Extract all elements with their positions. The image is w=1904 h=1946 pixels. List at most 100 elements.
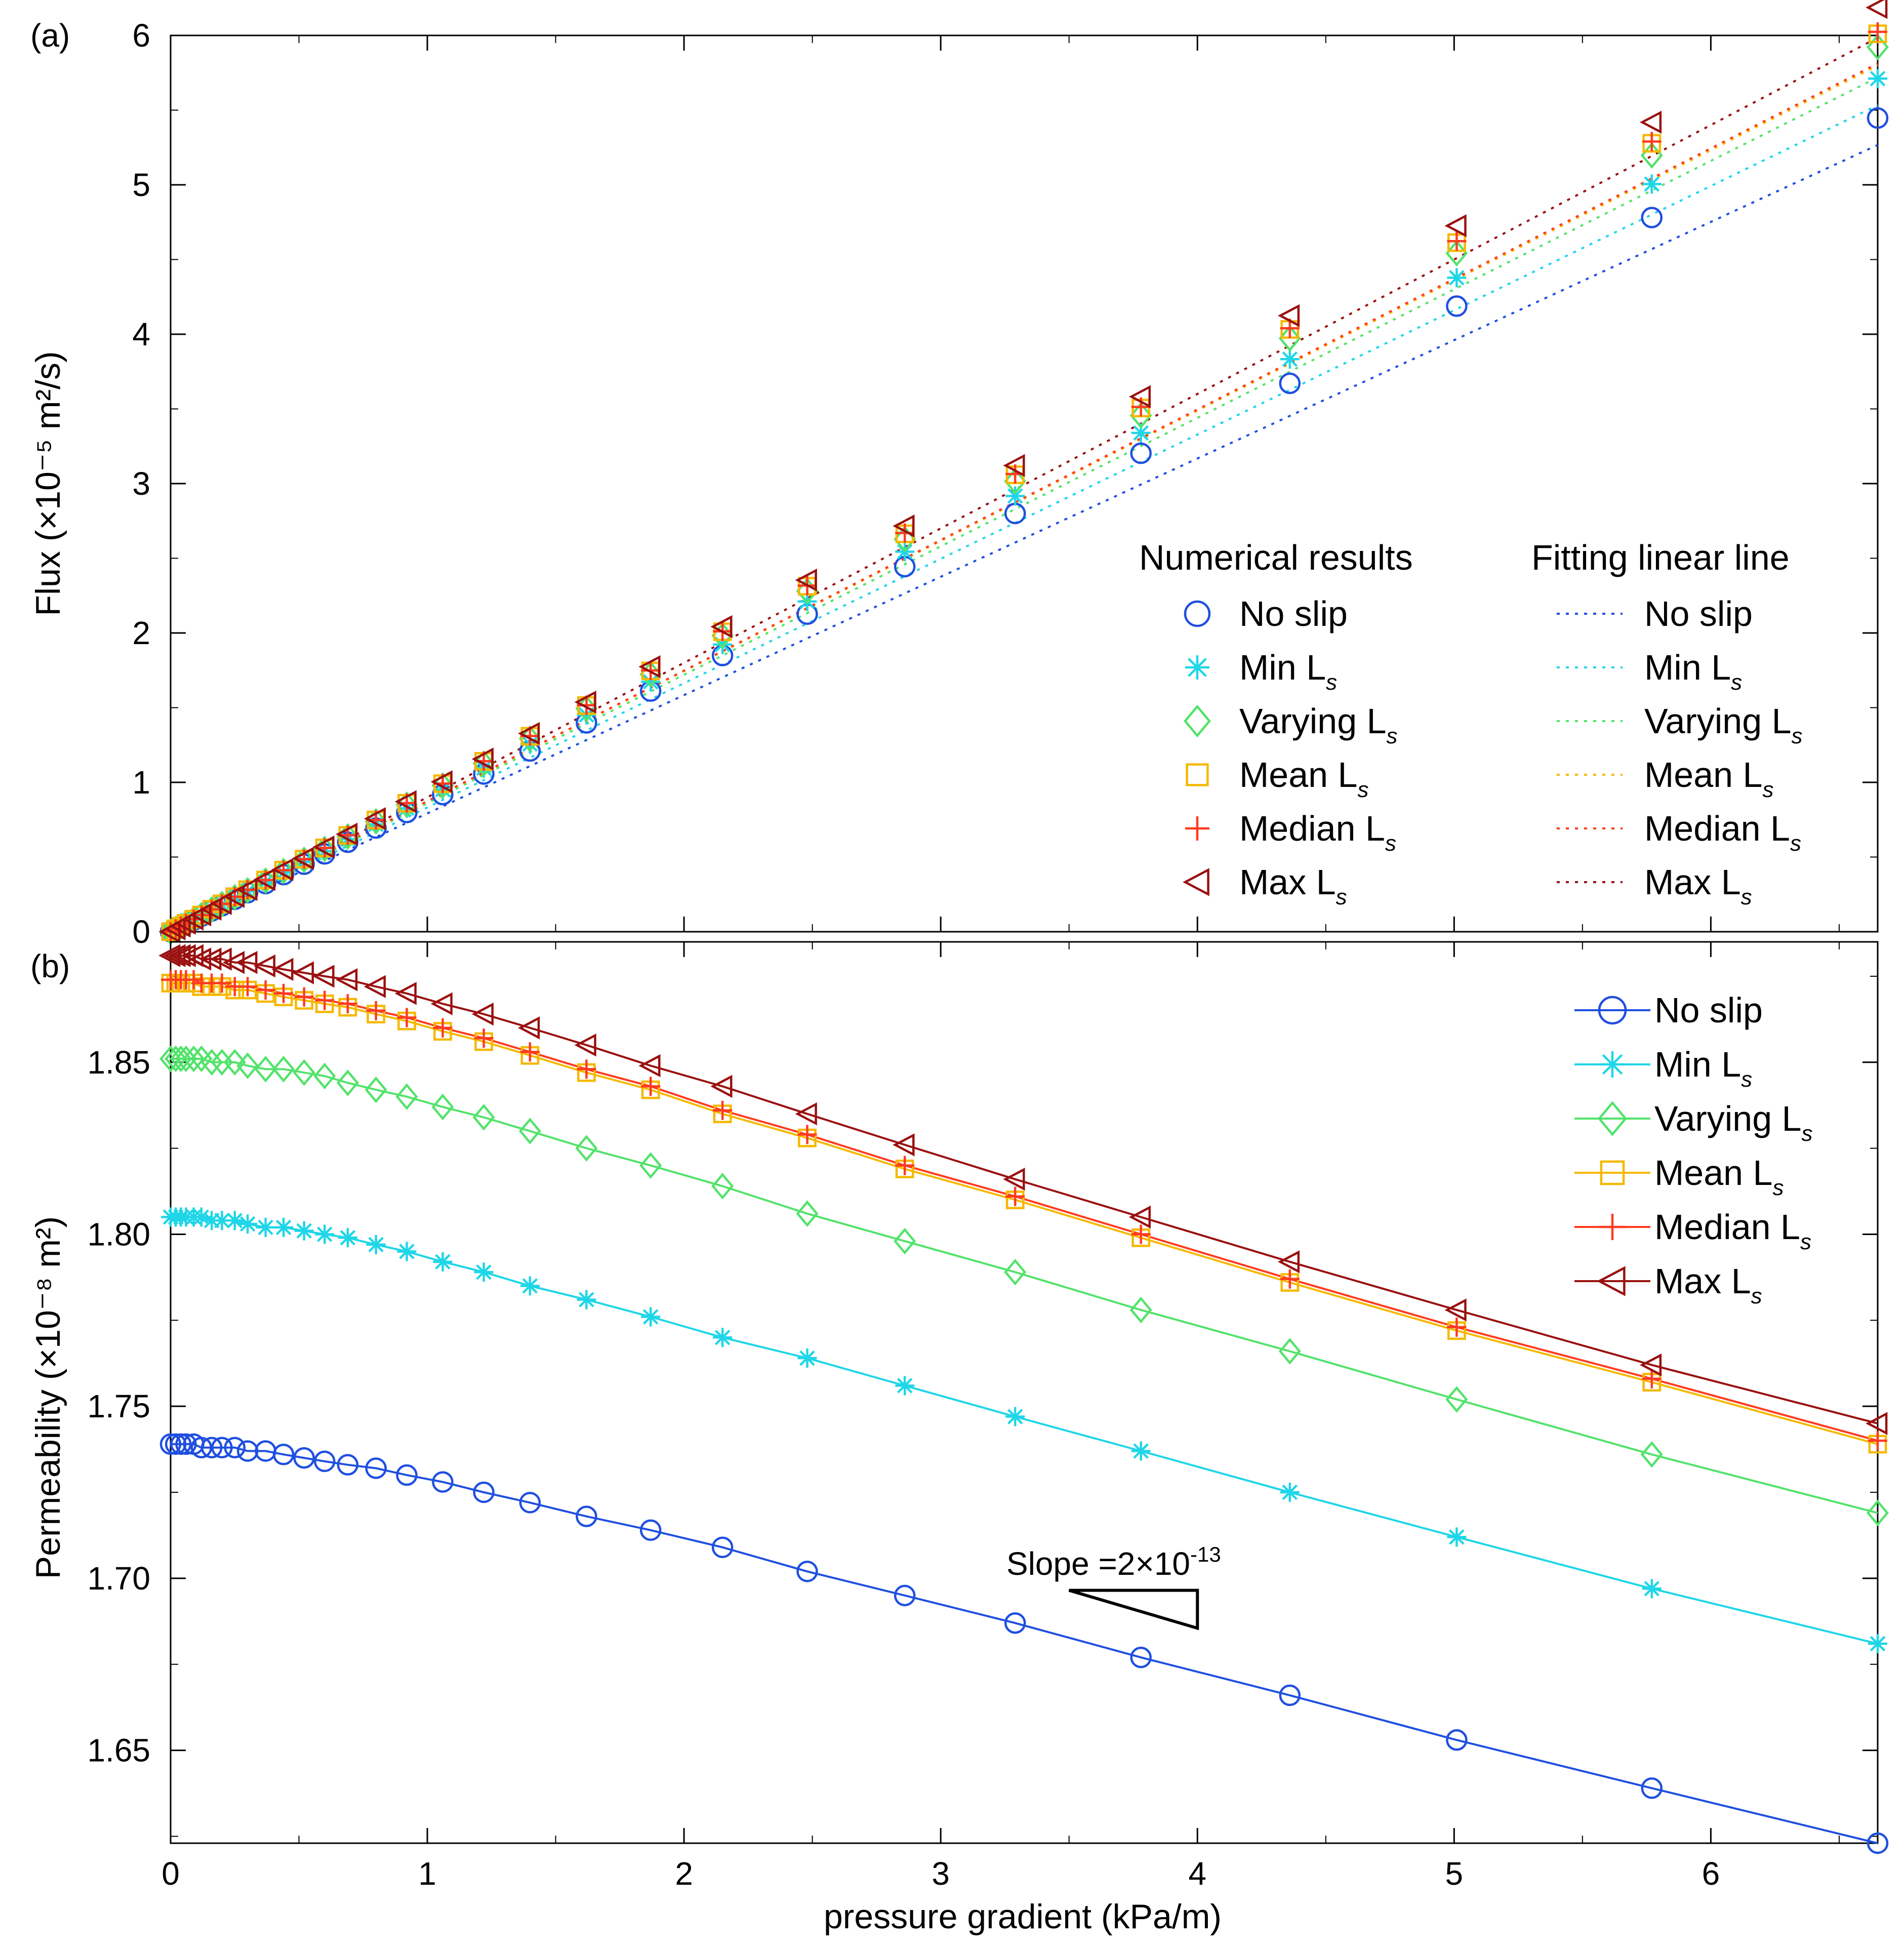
permeability-legend-label-no_slip-main: No slip xyxy=(1654,990,1763,1030)
permeability-point-no_slip xyxy=(473,1481,495,1503)
permeability-point-min xyxy=(274,1217,294,1237)
flux-point-no_slip xyxy=(1446,295,1468,317)
permeability-point-median-shape xyxy=(1005,1186,1025,1206)
x-tick-label: 5 xyxy=(1445,1855,1464,1892)
permeability-point-varying xyxy=(1445,1386,1468,1413)
permeability-point-min-shape xyxy=(1447,1527,1467,1547)
permeability-point-max xyxy=(174,944,196,967)
permeability-legend-marker-max-shape xyxy=(1597,1266,1626,1296)
permeability-point-varying-shape xyxy=(364,1076,387,1103)
flux-point-varying-shape xyxy=(1445,240,1468,267)
permeability-point-min xyxy=(433,1252,453,1272)
permeability-point-median-shape xyxy=(1868,1431,1887,1451)
permeability-legend-marker-min-shape xyxy=(1599,1051,1626,1078)
flux-point-no_slip-shape xyxy=(1279,372,1301,394)
slope-annotation: Slope =2×10-13 xyxy=(1006,1542,1221,1631)
permeability-point-median xyxy=(1280,1269,1300,1289)
permeability-point-median-shape xyxy=(212,973,232,993)
flux-point-no_slip-shape xyxy=(1867,107,1889,129)
permeability-point-min-shape xyxy=(797,1348,817,1368)
permeability-legend-label-median-main: Median L xyxy=(1654,1207,1800,1247)
flux-point-max xyxy=(253,868,275,891)
permeability-point-median-shape xyxy=(366,1001,386,1020)
permeability-panel: 1.65 1.70 1.75 1.80 1.85 0 1 2 3 4 5 6 (b) Permeabi… xyxy=(29,941,1889,1936)
permeability-point-max xyxy=(158,944,181,967)
permeability-point-min-shape xyxy=(1131,1441,1151,1461)
flux-point-max-shape xyxy=(271,858,294,882)
permeability-point-max xyxy=(710,1075,733,1098)
flux-point-max xyxy=(363,807,386,830)
flux-point-max xyxy=(574,690,596,714)
flux-point-varying-shape xyxy=(431,772,454,799)
permeability-legend-label-varying: Varying Ls xyxy=(1654,1099,1813,1146)
flux-point-median-shape xyxy=(641,661,661,681)
flux-point-min-shape xyxy=(1868,69,1887,89)
flux-point-min xyxy=(641,672,661,692)
permeability-point-no_slip xyxy=(337,1454,359,1476)
x-tick-label: 0 xyxy=(161,1855,180,1892)
flux-point-max xyxy=(1128,385,1151,409)
permeability-point-no_slip-shape xyxy=(1641,1777,1663,1799)
flux-point-varying-shape xyxy=(1129,402,1152,429)
permeability-point-max-shape xyxy=(574,1034,596,1057)
flux-legend-label-mean: Mean Ls xyxy=(1239,755,1368,802)
permeability-point-varying-shape xyxy=(159,1045,182,1073)
permeability-point-varying-shape xyxy=(293,1059,315,1086)
permeability-point-max-shape xyxy=(795,1102,817,1126)
permeability-point-max-shape xyxy=(710,1075,733,1098)
permeability-point-min xyxy=(1005,1407,1025,1426)
flux-point-varying-shape xyxy=(1004,467,1027,495)
flux-point-max-shape xyxy=(292,847,314,870)
permeability-point-max xyxy=(199,947,222,971)
permeability-point-max-shape xyxy=(169,944,191,967)
permeability-point-no_slip xyxy=(159,1433,182,1455)
permeability-point-min-shape xyxy=(294,1221,314,1241)
slope-annotation-exponent: -13 xyxy=(1190,1542,1221,1566)
permeability-point-varying-shape xyxy=(165,1045,187,1073)
fit-line-no_slip xyxy=(170,144,1878,933)
permeability-point-varying xyxy=(1867,1499,1889,1527)
permeability-point-min-shape xyxy=(315,1224,335,1244)
flux-legend-fit-label-no_slip: No slip xyxy=(1644,594,1753,633)
flux-point-min-shape xyxy=(577,705,596,725)
permeability-point-median-shape xyxy=(1131,1224,1151,1244)
permeability-point-varying xyxy=(518,1118,541,1144)
flux-legend-fit-label-varying: Varying Ls xyxy=(1644,701,1803,748)
permeability-point-max-shape xyxy=(1277,1250,1300,1274)
flux-point-max xyxy=(1866,0,1888,19)
permeability-point-no_slip xyxy=(1004,1612,1026,1634)
permeability-point-max xyxy=(1128,1205,1151,1229)
permeability-point-min xyxy=(895,1376,915,1396)
permeability-point-no_slip xyxy=(396,1464,418,1486)
flux-y-axis-title: Flux (×10⁻⁵ m²/s) xyxy=(29,351,67,616)
permeability-point-min-shape xyxy=(238,1214,258,1234)
flux-point-max xyxy=(638,655,661,679)
permeability-y-tick-label: 1.65 xyxy=(87,1732,150,1769)
permeability-point-min xyxy=(315,1224,335,1244)
flux-point-max-shape xyxy=(363,807,386,830)
permeability-point-varying xyxy=(182,1045,205,1073)
flux-point-median-shape xyxy=(1642,132,1662,151)
permeability-point-median xyxy=(212,973,232,993)
permeability-point-min-shape xyxy=(225,1211,245,1230)
permeability-point-varying xyxy=(431,1093,454,1121)
flux-point-max-shape xyxy=(430,770,453,793)
permeability-point-min-shape xyxy=(1868,1634,1887,1653)
flux-point-min-shape xyxy=(1005,486,1025,506)
flux-point-max xyxy=(1639,110,1662,134)
permeability-point-median xyxy=(1131,1224,1151,1244)
x-tick-label: 2 xyxy=(675,1855,693,1892)
permeability-point-median-shape xyxy=(520,1042,540,1062)
flux-point-max-shape xyxy=(574,690,596,714)
flux-legend-fit-label-no_slip-main: No slip xyxy=(1644,594,1753,633)
flux-legend-marker-max-shape xyxy=(1183,868,1209,896)
permeability-point-varying xyxy=(175,1045,197,1073)
permeability-point-no_slip-shape xyxy=(224,1437,246,1458)
flux-point-max-shape xyxy=(518,722,540,745)
permeability-point-varying-shape xyxy=(223,1049,246,1076)
permeability-point-median-shape xyxy=(641,1077,661,1096)
permeability-point-min xyxy=(202,1211,222,1230)
flux-legend-marker-mean xyxy=(1186,763,1209,786)
permeability-point-min-shape xyxy=(520,1276,540,1296)
flux-legend-marker-min xyxy=(1185,655,1209,680)
